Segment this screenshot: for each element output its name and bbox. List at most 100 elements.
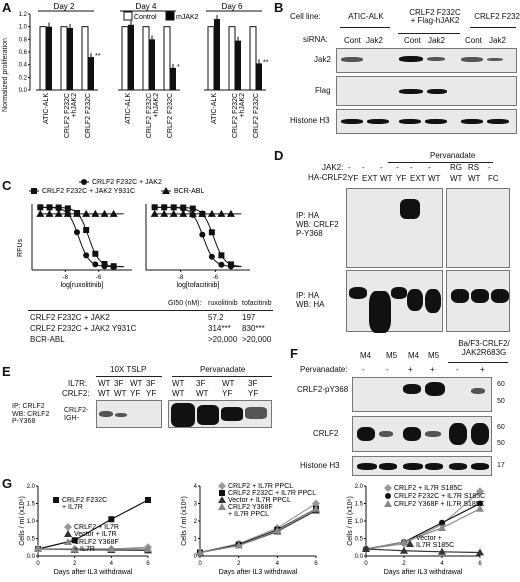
panel-g-ylabel: Cells / ml (x10⁶): [19, 496, 26, 546]
panel-g-legend-label: CRLF2 F232C + IL7R PPCL: [228, 490, 316, 497]
panel-a-bar-mjak2: [128, 24, 134, 91]
panel-c-table-cell: BCR-ABL: [30, 335, 65, 344]
panel-f-mw-1: 60: [497, 381, 505, 388]
panel-g-xtick-label: 2: [402, 561, 406, 567]
panel-d-crlf2-lane: WT: [380, 174, 393, 183]
panel-e-label: E: [2, 364, 11, 379]
panel-g-charts: 0.0 0.5 1.0 1.5 2.0 0 2 4 6 Days after IL3 withdr…: [19, 482, 485, 576]
panel-g-point: [70, 545, 79, 552]
panel-g-ytick-label: 4: [194, 484, 198, 490]
panel-g-series-line: [199, 508, 317, 554]
panel-g-legend-label: CRLF2 F232C + IL7R S185C: [394, 493, 485, 500]
panel-b-blot-flag: [336, 76, 517, 106]
panel-d-jak2-lane: -: [428, 163, 431, 172]
panel-a-ytick-label: 0.6: [19, 50, 28, 56]
panel-a-ytick-label: 0.2: [19, 75, 28, 81]
panel-g-label: G: [2, 476, 13, 491]
panel-c-point: [101, 260, 108, 267]
panel-f-label: F: [290, 346, 298, 361]
panel-c-chart: CRLF2 F232C + JAK2 CRLF2 F232C + JAK2 Y93…: [17, 179, 250, 289]
panel-a-bar-control: [81, 26, 89, 91]
panel-f-pervanadate-label: Pervanadate:: [300, 365, 348, 374]
panel-g-xlabel: Days after IL3 withdrawal: [219, 569, 298, 576]
panel-g-point: [477, 500, 483, 507]
panel-g-point: [144, 545, 152, 552]
panel-f-mw-3: 60: [497, 424, 505, 431]
panel-c-xtick-label: -6: [96, 275, 102, 281]
panel-g-point: [145, 497, 151, 503]
panel-g-point: [438, 524, 446, 531]
panel-c-point: [151, 204, 158, 211]
panel-g-point: [71, 537, 78, 544]
panel-c-point: [207, 209, 216, 217]
panel-f-row-3: Histone H3: [300, 461, 340, 470]
panel-f-blot-py368: [352, 377, 492, 412]
panel-f-pervanadate-lane: +: [430, 365, 435, 374]
panel-g-ytick-label: 1.0: [355, 519, 364, 525]
panel-g-xtick-label: 0: [364, 561, 368, 567]
panel-c-point: [82, 209, 91, 217]
panel-f-blot-histone: [352, 456, 492, 476]
panel-g-legend-label: + IL7R PPCL: [228, 511, 269, 518]
panel-f-cell-3: M4: [408, 351, 420, 360]
panel-a-xcategory: ATIC-ALK: [211, 93, 218, 124]
panel-c-point: [83, 252, 90, 259]
panel-f-pervanadate-lane: -: [386, 365, 389, 374]
panel-c-table-cell: 314***: [208, 324, 231, 333]
panel-c-xtick-label: -8: [178, 275, 184, 281]
panel-a-ytick-label: 0.8: [19, 37, 28, 43]
panel-b-cellline-3: CRLF2 F232C: [474, 12, 520, 21]
panel-c-point: [161, 204, 168, 211]
panel-a-ylabel: Normalized proliferation: [2, 38, 9, 112]
panel-g-legend-label: IL7R S185C: [416, 542, 454, 549]
panel-d-blot2-label: IP: HA WB: HA: [296, 291, 325, 309]
panel-f-pervanadate-lane: +: [408, 365, 413, 374]
panel-c-table-cell: 57.2: [208, 313, 224, 322]
panel-b-sirna-3: Cont: [404, 36, 421, 45]
panel-g-legend-marker: [218, 496, 226, 503]
panel-a-label: A: [2, 0, 12, 15]
panel-c-legend-label: BCR-ABL: [174, 188, 204, 195]
panel-a-ytick-label: 1.2: [19, 12, 28, 18]
panel-a-chart: 0.0 0.2 0.4 0.6 0.8 1.0 1.2 Control mJAK2 Day 2 AT…: [19, 2, 269, 138]
panel-f-mw-4: 50: [497, 440, 505, 447]
panel-g-ytick-label: 2: [194, 519, 198, 525]
panel-a-bar-control: [163, 26, 171, 91]
panel-c-point: [110, 263, 117, 270]
panel-g-point: [312, 499, 320, 508]
panel-d-crlf2-lane: WT: [428, 174, 441, 183]
panel-e-il7r-lane: 3F: [196, 379, 206, 388]
panel-f-pervanadate-lane: -: [362, 365, 365, 374]
panel-a-bar-control: [142, 26, 150, 91]
panel-g-ylabel: Cells / ml (x10⁶): [347, 496, 354, 546]
panel-g-legend-label: CRLF2 Y368F: [74, 539, 119, 546]
panel-c-point: [54, 209, 63, 217]
panel-c-point: [160, 209, 169, 217]
panel-c-xlabel: log[ruxolitinib]: [61, 282, 104, 289]
panel-d-crlf2-label: HA-CRLF2:: [308, 173, 350, 182]
panel-g-ytick-label: 0.5: [27, 537, 36, 543]
panel-c-point: [37, 204, 44, 211]
panel-c-point: [45, 209, 54, 217]
panel-g-ytick-label: 1.5: [355, 502, 364, 508]
panel-f-cell-4: M5: [428, 351, 440, 360]
panel-g-ytick-label: 0.0: [355, 554, 364, 560]
panel-a-group-title: Day 6: [222, 2, 243, 11]
panel-e-crlf2-lane: WT: [114, 389, 127, 398]
panel-d-jak2-label: JAK2:: [322, 163, 344, 172]
panel-g-xtick-label: 6: [314, 561, 318, 567]
panel-g-series-line: [365, 548, 481, 554]
panel-c-table-cell: 830***: [242, 324, 265, 333]
panel-a-ytick-label: 1.0: [19, 25, 28, 31]
panel-a-ytick-label: 0.0: [19, 88, 28, 94]
panel-g-legend-label: Vector + IL7R PPCL: [228, 497, 291, 504]
panel-c-curve: [154, 206, 242, 267]
panel-b-row-histone: Histone H3: [290, 116, 330, 125]
panel-f-blot-crlf2: [352, 416, 492, 452]
panel-g-xlabel: Days after IL3 withdrawal: [384, 569, 463, 576]
panel-g-legend-label: CRLF2 F232C: [62, 497, 107, 504]
panel-g-xtick-label: 4: [110, 561, 114, 567]
panel-g-legend-marker: [53, 497, 59, 503]
panel-a-bar-control: [39, 26, 47, 91]
panel-c-point: [55, 204, 62, 211]
